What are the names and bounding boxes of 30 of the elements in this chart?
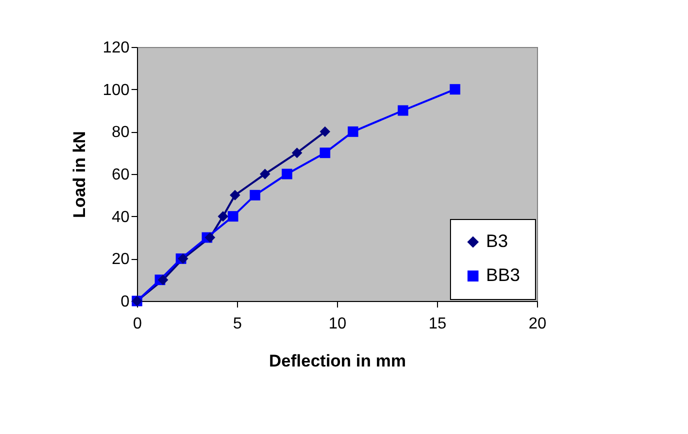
x-tick-label: 15 [428,316,446,332]
point [218,211,228,222]
x-axis-title: Deflection in mm [269,352,406,370]
y-tick-label: 40 [112,208,130,226]
y-tick-label: 120 [102,40,130,56]
x-tick-label: 10 [328,316,346,332]
point [230,190,240,200]
y-axis-title: Load in kN [70,131,89,218]
y-tick-label: 0 [120,294,130,310]
point [250,190,260,200]
point [320,148,330,158]
x-tick-label: 0 [133,316,142,332]
point [228,211,238,222]
y-tick-label: 80 [112,124,130,142]
point [292,148,302,158]
point [398,105,408,116]
y-tick-label: 20 [112,251,130,268]
y-tick-label: 60 [112,166,130,184]
point [204,232,216,243]
point [348,126,358,137]
x-tick-label: 20 [528,316,546,332]
point [158,274,168,286]
point [282,168,292,180]
y-tick-label: 100 [102,82,130,99]
point [450,84,460,95]
x-tick-label: 5 [233,316,242,332]
point [320,126,330,137]
legend-label: BB3 [486,265,520,285]
legend-label: B3 [486,231,508,251]
point [260,168,270,180]
